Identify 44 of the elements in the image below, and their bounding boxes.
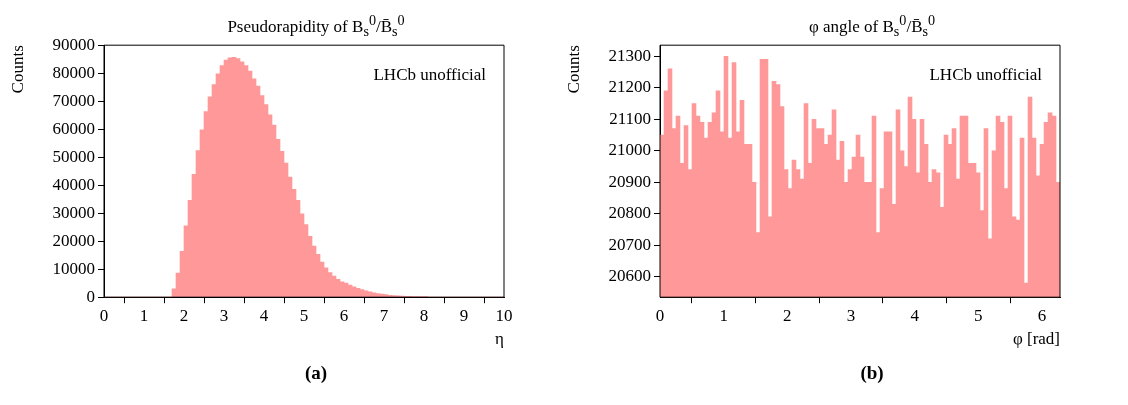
y-tick-label: 80000 [52, 62, 95, 82]
y-tick-label: 20900 [608, 171, 651, 191]
x-tick-label: 9 [459, 305, 469, 325]
y-tick-label: 70000 [52, 90, 95, 110]
text: (a) [303, 362, 329, 384]
y-tick-label: 21300 [608, 45, 651, 65]
x-tick-label: 10 [495, 305, 513, 325]
y-tick-label: 10000 [52, 258, 95, 278]
y-tick-label: 60000 [52, 118, 95, 138]
annotation: LHCb unofficial [929, 65, 1043, 85]
y-axis-title: Counts [7, 45, 27, 94]
y-tick-label: 40000 [52, 174, 95, 194]
x-tick-label: 0 [99, 305, 109, 325]
x-tick-label: 5 [974, 305, 983, 325]
x-tick-label: 6 [339, 305, 349, 325]
y-tick-label: 21000 [608, 140, 651, 160]
x-axis-title: φ [rad] [1012, 329, 1060, 349]
y-tick-label: 21200 [608, 77, 651, 97]
x-tick-label: 2 [179, 305, 189, 325]
x-tick-label: 1 [719, 305, 728, 325]
y-tick-label: 0 [86, 286, 95, 306]
x-tick-label: 2 [783, 305, 792, 325]
annotation: LHCb unofficial [373, 65, 487, 85]
x-axis-title: η [495, 329, 504, 349]
x-tick-label: 8 [419, 305, 429, 325]
y-tick-label: 21100 [609, 108, 651, 128]
text: (b) [859, 362, 885, 384]
y-tick-label: 20700 [608, 234, 651, 254]
y-axis-title: Counts [563, 45, 583, 94]
y-tick-label: 90000 [52, 34, 95, 54]
x-tick-label: 3 [846, 305, 856, 325]
x-tick-label: 4 [259, 305, 269, 325]
x-tick-label: 7 [379, 305, 389, 325]
x-tick-label: 3 [219, 305, 229, 325]
x-tick-label: 6 [1037, 305, 1047, 325]
y-tick-label: 20600 [608, 266, 651, 286]
x-tick-label: 5 [299, 305, 309, 325]
y-tick-label: 20800 [608, 203, 651, 223]
x-tick-label: 4 [910, 305, 920, 325]
x-tick-label: 1 [139, 305, 149, 325]
y-tick-label: 20000 [52, 230, 95, 250]
y-tick-label: 30000 [52, 202, 95, 222]
y-tick-label: 50000 [52, 146, 95, 166]
x-tick-label: 0 [655, 305, 665, 325]
